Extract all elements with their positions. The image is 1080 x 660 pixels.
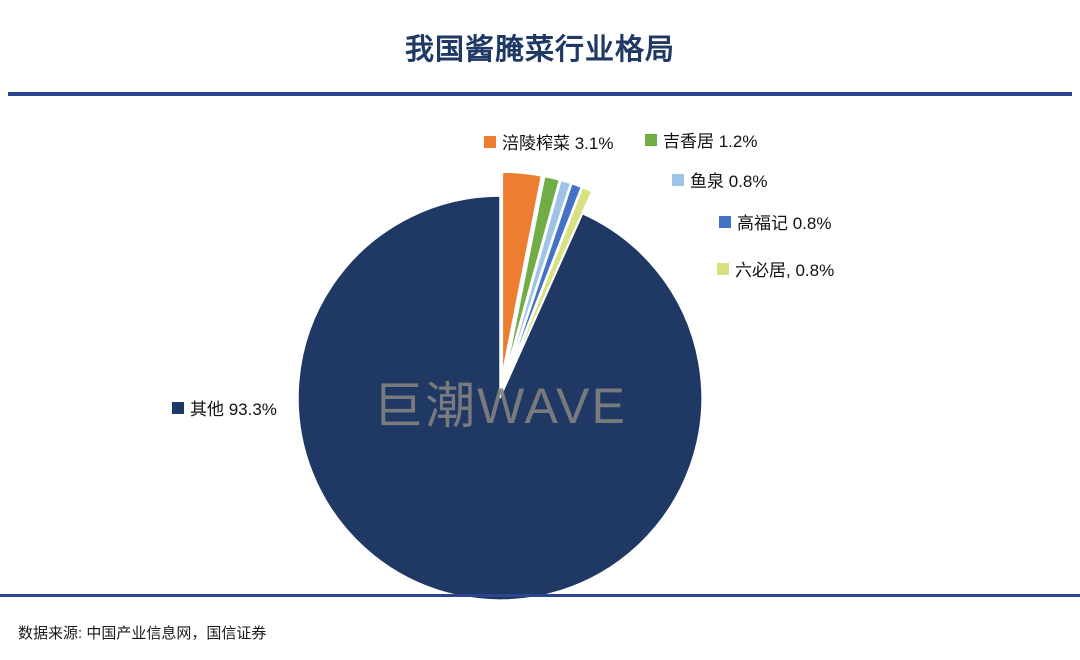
bottom-divider [0, 594, 1080, 597]
data-source-text: 数据来源: 中国产业信息网，国信证券 [18, 625, 267, 642]
legend-swatch-jixiangju [645, 133, 657, 146]
top-divider [8, 92, 1072, 96]
pie-slice-3 [507, 182, 583, 376]
legend-item-liubiju: 六必居, 0.8% [717, 256, 834, 281]
legend-item-yuquan: 鱼泉 0.8% [672, 167, 767, 192]
legend-item-fuling: 涪陵榨菜 3.1% [484, 129, 613, 154]
legend-swatch-yuquan [672, 173, 684, 186]
legend-label-jixiangju: 吉香居 1.2% [663, 132, 758, 151]
legend-label-gaofuji: 高福记 0.8% [737, 214, 832, 233]
pie-slice-1 [504, 175, 561, 375]
legend-swatch-others [172, 401, 184, 414]
pie-slice-4 [508, 186, 593, 377]
legend-label-fuling: 涪陵榨菜 3.1% [502, 134, 614, 153]
chart-title: 我国酱腌菜行业格局 [404, 34, 675, 66]
legend-swatch-gaofuji [719, 215, 731, 228]
legend-swatch-liubiju [717, 262, 729, 275]
legend-item-others: 其他 93.3% [172, 395, 277, 420]
legend-label-liubiju: 六必居, 0.8% [735, 261, 835, 280]
pie-slice-0 [501, 171, 543, 375]
pie-slice-2 [506, 179, 572, 376]
legend-item-jixiangju: 吉香居 1.2% [645, 127, 757, 152]
legend-swatch-fuling [484, 135, 496, 148]
legend-label-yuquan: 鱼泉 0.8% [690, 172, 768, 191]
legend-label-others: 其他 93.3% [190, 400, 277, 419]
legend-item-gaofuji: 高福记 0.8% [719, 209, 831, 234]
watermark: 巨潮WAVE [373, 378, 627, 434]
